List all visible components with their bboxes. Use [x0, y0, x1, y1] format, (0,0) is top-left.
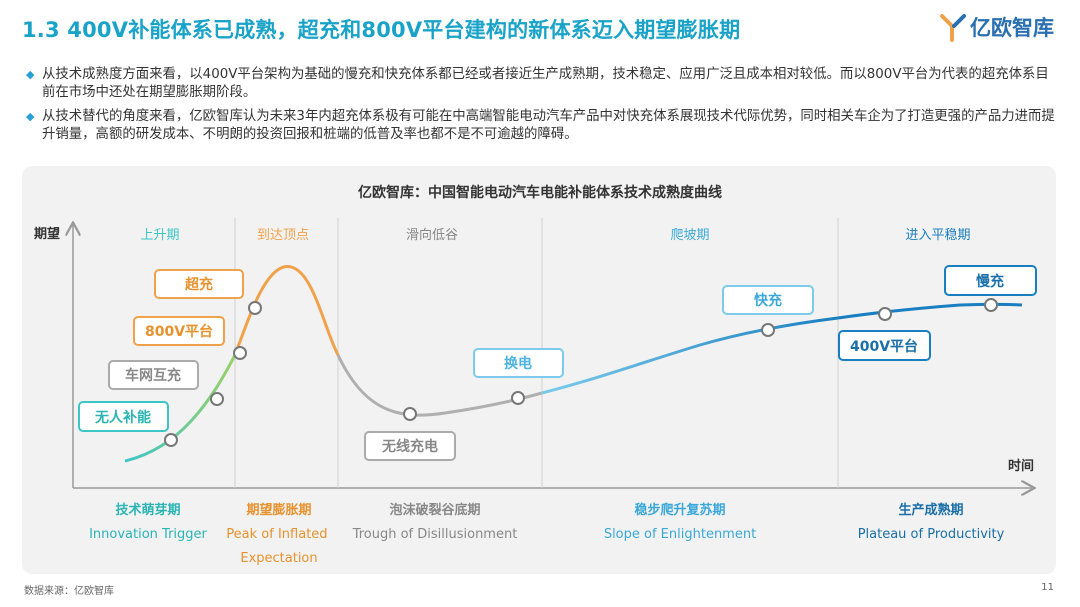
page-title: 1.3 400V补能体系已成熟，超充和800V平台建构的新体系迈入期望膨胀期 — [22, 18, 741, 42]
phase-bottom-en-line: Peak of Inflated — [226, 527, 327, 542]
data-source: 数据来源：亿欧智库 — [24, 586, 114, 597]
tech-label-text: 车网互充 — [125, 367, 181, 384]
phase-bottom-cn: 稳步爬升复苏期 — [634, 502, 725, 518]
logo-text: 亿欧智库 — [970, 16, 1054, 40]
tech-label-fast-charge: 快充 — [722, 285, 814, 315]
curve-rise — [124, 354, 237, 463]
y-axis-label: 期望 — [34, 226, 60, 242]
bullet-item: ◆ 从技术替代的角度来看，亿欧智库认为未来3年内超充体系极有可能在中高端智能电动… — [26, 108, 1056, 144]
tech-label-400v: 400V平台 — [838, 330, 931, 361]
phase-bottom-cn: 泡沫破裂谷底期 — [389, 502, 480, 518]
phase-top-label: 到达顶点 — [257, 228, 309, 243]
phase-bottom-en: Slope of Enlightenment — [604, 527, 756, 542]
tech-label-text: 无人补能 — [94, 409, 151, 426]
tech-marker — [164, 433, 178, 447]
bullet-list: ◆ 从技术成熟度方面来看，以400V平台架构为基础的慢充和快充体系都已经或者接近… — [26, 66, 1056, 150]
brand-logo: 亿欧智库 — [940, 12, 1054, 42]
tech-label-text: 无线充电 — [381, 438, 438, 455]
tech-label-battery-swap: 换电 — [473, 348, 564, 378]
tech-label-supercharge: 超充 — [154, 269, 244, 299]
tech-marker — [984, 298, 998, 312]
logo-icon — [940, 14, 966, 42]
phase-bottom-cn: 期望膨胀期 — [246, 502, 311, 518]
tech-marker — [210, 392, 224, 406]
phase-bottom-cn: 生产成熟期 — [898, 502, 963, 518]
chart-title: 亿欧智库：中国智能电动汽车电能补能体系技术成熟度曲线 — [358, 184, 722, 201]
tech-label-text: 400V平台 — [850, 338, 918, 355]
tech-marker — [403, 407, 417, 421]
curve-trough — [336, 354, 543, 417]
phase-bottom-en: Innovation Trigger — [89, 527, 207, 542]
phase-top-label: 爬坡期 — [670, 228, 709, 243]
tech-label-800v: 800V平台 — [133, 316, 225, 346]
tech-marker — [248, 301, 262, 315]
tech-label-wireless-unmanned: 无人补能 — [78, 401, 169, 432]
phase-bottom-en: Trough of Disillusionment — [352, 527, 518, 542]
tech-label-v2g: 车网互充 — [108, 360, 199, 390]
tech-marker — [761, 323, 775, 337]
tech-label-text: 换电 — [504, 355, 532, 372]
phase-bottom-en: Peak of Inflated Expectation — [226, 527, 331, 566]
diamond-icon: ◆ — [26, 68, 35, 81]
tech-marker — [233, 346, 247, 360]
phase-bottom-en: Plateau of Productivity — [858, 527, 1005, 542]
phase-top-label: 上升期 — [140, 228, 179, 243]
curve-slope — [541, 316, 839, 395]
bullet-text: 从技术替代的角度来看，亿欧智库认为未来3年内超充体系极有可能在中高端智能电动汽车… — [42, 109, 1055, 142]
tech-label-text: 快充 — [754, 292, 782, 309]
tech-label-text: 慢充 — [976, 273, 1004, 290]
tech-label-text: 超充 — [184, 276, 213, 293]
curve-plateau — [837, 302, 1023, 320]
tech-marker — [878, 307, 892, 321]
bullet-item: ◆ 从技术成熟度方面来看，以400V平台架构为基础的慢充和快充体系都已经或者接近… — [26, 66, 1056, 102]
phase-top-label: 滑向低谷 — [406, 227, 458, 243]
tech-marker — [511, 391, 525, 405]
bullet-text: 从技术成熟度方面来看，以400V平台架构为基础的慢充和快充体系都已经或者接近生产… — [42, 67, 1049, 100]
diamond-icon: ◆ — [26, 110, 35, 123]
phase-top-label: 进入平稳期 — [905, 227, 970, 243]
tech-label-slow-charge: 慢充 — [944, 265, 1037, 296]
phase-bottom-en-line: Expectation — [240, 551, 317, 566]
tech-label-text: 800V平台 — [145, 323, 213, 340]
phase-bottom-cn: 技术萌芽期 — [115, 502, 180, 518]
page-number: 11 — [1041, 582, 1054, 593]
x-axis-label: 时间 — [1008, 458, 1034, 474]
tech-label-wireless-charging: 无线充电 — [364, 431, 456, 461]
